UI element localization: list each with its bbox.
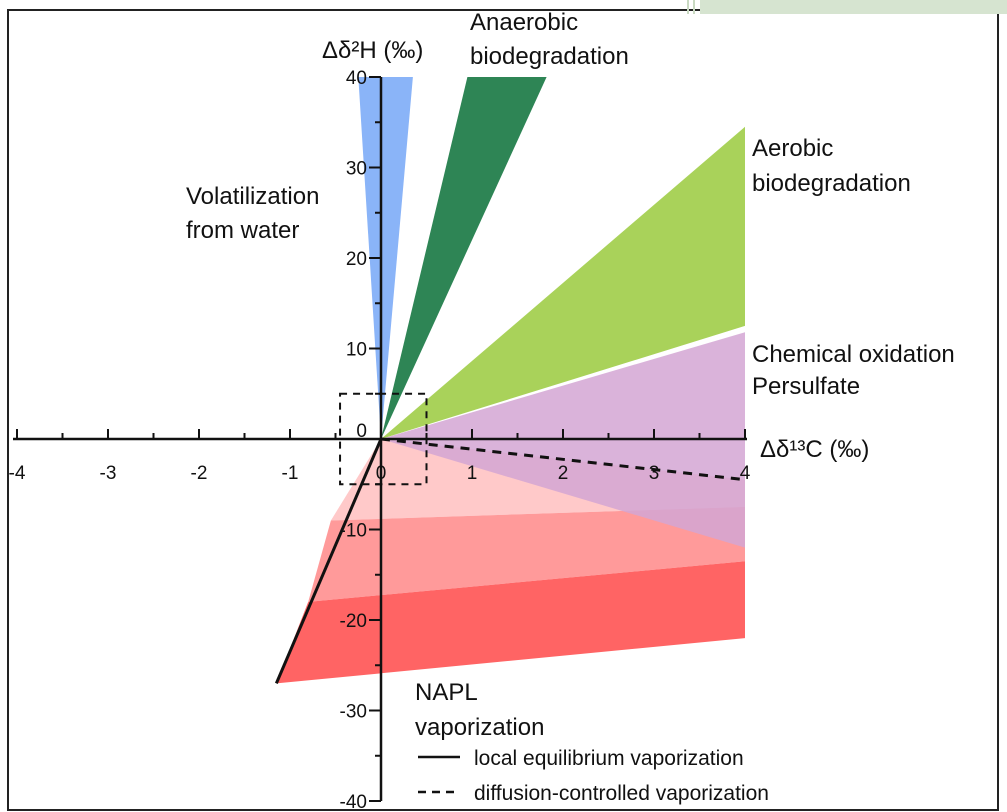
y-tick-label: 0 (356, 421, 367, 442)
label-napl-2: vaporization (415, 714, 544, 741)
label-chemical-2: Persulfate (752, 373, 860, 400)
local-equilibrium-line (274, 438, 383, 684)
legend-label-dashed: diffusion-controlled vaporization (474, 782, 769, 805)
region-napl-mid (308, 506, 745, 602)
x-tick-label: 1 (467, 463, 478, 484)
label-volatilization-1: Volatilization (186, 183, 319, 210)
x-tick-label: 4 (740, 463, 751, 484)
y-tick-label: 30 (346, 159, 367, 180)
y-tick-label: 40 (346, 68, 367, 89)
y-axis-title: Δδ²H (‰) (322, 37, 423, 64)
chart-border (7, 9, 999, 811)
y-tick-label: -40 (340, 792, 367, 812)
x-axis-title: Δδ¹³C (‰) (760, 436, 869, 463)
y-tick-label: 10 (346, 340, 367, 361)
region-napl-dark (276, 561, 745, 684)
y-tick-label: -10 (340, 521, 367, 542)
x-tick-label: 2 (558, 463, 569, 484)
y-tick-label: -20 (340, 611, 367, 632)
label-aerobic-1: Aerobic (752, 135, 833, 162)
label-anaerobic-2: biodegradation (470, 43, 629, 70)
x-tick-label: -3 (100, 463, 117, 484)
y-tick-label: 20 (346, 249, 367, 270)
y-tick-label: -30 (340, 702, 367, 723)
legend-label-solid: local equilibrium vaporization (474, 747, 744, 770)
x-tick-label: -4 (9, 463, 26, 484)
x-tick-label: 3 (649, 463, 660, 484)
inset-box (339, 392, 428, 486)
label-volatilization-2: from water (186, 217, 299, 244)
x-tick-label: -2 (191, 463, 208, 484)
label-napl-1: NAPL (415, 679, 478, 706)
frame-accent-strip (700, 0, 1007, 14)
x-tick-label: 0 (376, 463, 387, 484)
label-anaerobic-1: Anaerobic (470, 9, 578, 36)
region-aerobic (381, 126, 745, 440)
region-anaerobic (381, 77, 547, 439)
label-chemical-1: Chemical oxidation (752, 341, 955, 368)
label-aerobic-2: biodegradation (752, 170, 911, 197)
diffusion-controlled-line (380, 437, 746, 482)
x-tick-label: -1 (282, 463, 299, 484)
